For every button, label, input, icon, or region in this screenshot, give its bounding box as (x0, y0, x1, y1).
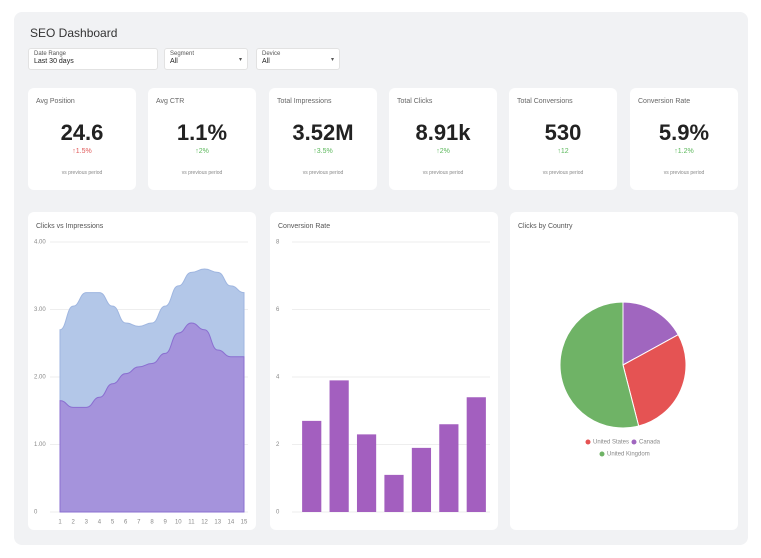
kpi-note: vs previous period (181, 170, 223, 176)
x-tick-label: 5 (111, 520, 115, 526)
kpi-change: ↑12 (557, 148, 569, 155)
kpi-label: Total Clicks (397, 98, 433, 105)
legend-swatch (599, 451, 605, 457)
filter-value: All (170, 58, 178, 65)
kpi-change: ↑1.5% (72, 148, 92, 155)
chart: Clicks by Country United States Canada Unit… (518, 223, 687, 458)
kpi-change: ↑2% (195, 148, 209, 155)
pie-slice (622, 333, 687, 427)
kpi-label: Total Conversions (517, 98, 573, 105)
chart-panel: Clicks vs Impressions 0 1.00 2.00 3.00 4.00 1 2… (28, 212, 256, 530)
kpi-note: vs previous period (663, 170, 705, 176)
dropdown-caret: ▾ (238, 57, 242, 63)
x-tick-label: 14 (228, 520, 235, 526)
bar (411, 447, 432, 512)
pie-slice (622, 301, 679, 366)
kpi-card: Avg CTR 1.1% ↑2% vs previous period (148, 88, 256, 190)
bar (302, 420, 322, 512)
kpi-value: 5.9% (658, 120, 710, 145)
kpi-note: vs previous period (542, 170, 584, 176)
bar (384, 474, 404, 512)
y-tick-label: 6 (276, 307, 280, 313)
x-tick-label: 8 (150, 520, 154, 526)
chart-title: Clicks by Country (518, 223, 573, 230)
kpi-note: vs previous period (302, 170, 344, 176)
chart-title: Conversion Rate (278, 223, 330, 230)
chart: Conversion Rate 0 2 4 6 8 (276, 223, 490, 516)
dashboard-title: SEO Dashboard (30, 26, 118, 40)
legend-swatch (631, 439, 637, 445)
kpi-label: Conversion Rate (638, 98, 691, 105)
kpi-card: Avg Position 24.6 ↑1.5% vs previous period (28, 88, 136, 190)
kpi-change: ↑2% (436, 148, 450, 155)
y-tick-label: 2 (276, 442, 280, 448)
filter-select[interactable]: Device All ▾ (256, 48, 340, 70)
legend-swatch (585, 439, 591, 445)
y-tick-label: 2.00 (34, 375, 46, 381)
filter-select[interactable]: Date Range Last 30 days (28, 48, 158, 70)
kpi-note: vs previous period (61, 170, 103, 176)
kpi-label: Avg CTR (156, 98, 185, 105)
kpi-value: 24.6 (60, 120, 104, 145)
legend-label: Canada (639, 440, 661, 446)
x-tick-label: 7 (137, 520, 141, 526)
y-tick-label: 4 (276, 375, 280, 381)
legend-label: United States (593, 440, 629, 446)
filter-select[interactable]: Segment All ▾ (164, 48, 248, 70)
area (59, 322, 245, 513)
x-tick-label: 12 (201, 520, 208, 526)
filter-label: Device (262, 51, 281, 57)
dashboard: SEO Dashboard Date Range Last 30 days Segm… (14, 12, 748, 545)
y-tick-label: 0 (276, 510, 280, 516)
kpi-value: 530 (544, 120, 582, 145)
kpi-label: Avg Position (36, 98, 75, 105)
filter-value: All (262, 58, 270, 65)
y-tick-label: 3.00 (34, 307, 46, 313)
filter-label: Segment (170, 51, 195, 57)
chart-panel: Conversion Rate 0 2 4 6 8 (270, 212, 498, 530)
kpi-card: Total Clicks 8.91k ↑2% vs previous period (389, 88, 497, 190)
y-tick-label: 0 (34, 510, 38, 516)
kpi-value: 1.1% (176, 120, 228, 145)
filter-value: Last 30 days (34, 58, 74, 65)
x-tick-label: 9 (163, 520, 167, 526)
kpi-note: vs previous period (422, 170, 464, 176)
kpi-card: Total Impressions 3.52M ↑3.5% vs previous p… (269, 88, 377, 190)
bar (329, 380, 349, 512)
x-tick-label: 6 (124, 520, 128, 526)
kpi-change: ↑3.5% (313, 148, 333, 155)
chart-title: Clicks vs Impressions (36, 223, 104, 230)
x-tick-label: 3 (85, 520, 89, 526)
x-tick-label: 10 (175, 520, 182, 526)
bar (439, 424, 459, 512)
kpi-value: 8.91k (415, 120, 471, 145)
bar (466, 397, 486, 512)
kpi-card: Total Conversions 530 ↑12 vs previous perio… (509, 88, 617, 190)
chart-panel: Clicks by Country United States Canada Unit… (510, 212, 738, 530)
kpi-card: Conversion Rate 5.9% ↑1.2% vs previous peri… (630, 88, 738, 190)
kpi-change: ↑1.2% (674, 148, 694, 155)
y-tick-label: 1.00 (34, 442, 46, 448)
kpi-label: Total Impressions (277, 98, 332, 105)
y-tick-label: 4.00 (34, 240, 46, 246)
x-tick-label: 4 (98, 520, 102, 526)
legend-label: United Kingdom (607, 452, 650, 458)
x-tick-label: 1 (58, 520, 62, 526)
dropdown-caret: ▾ (330, 57, 334, 63)
x-tick-label: 11 (188, 520, 195, 526)
filter-label: Date Range (34, 51, 67, 57)
x-tick-label: 13 (214, 520, 221, 526)
pie-slice (559, 301, 640, 429)
kpi-value: 3.52M (292, 120, 354, 145)
bar (356, 434, 377, 512)
x-tick-label: 15 (241, 520, 248, 526)
y-tick-label: 8 (276, 240, 280, 246)
x-tick-label: 2 (71, 520, 75, 526)
